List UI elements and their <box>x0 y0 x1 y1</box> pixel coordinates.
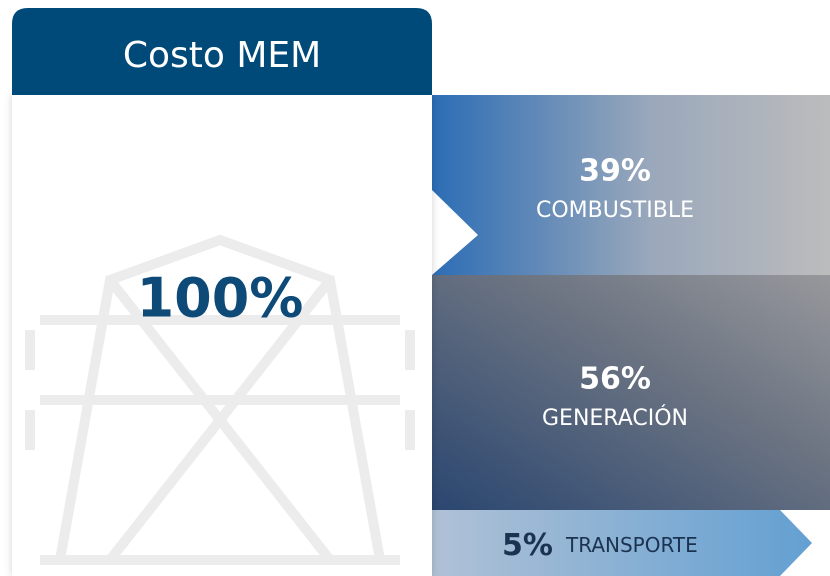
segment-transporte-text: 5% TRANSPORTE <box>502 528 698 563</box>
card-header <box>12 8 432 95</box>
segment-value: 39% <box>579 154 651 189</box>
segment-generacion <box>432 275 830 510</box>
segment-label: TRANSPORTE <box>565 533 698 557</box>
card <box>12 95 432 576</box>
segment-label: COMBUSTIBLE <box>536 198 694 223</box>
segment-label: GENERACIÓN <box>542 405 688 431</box>
tower-icon <box>25 234 415 565</box>
segment-transporte <box>432 510 812 576</box>
segment-combustible <box>432 95 830 275</box>
segment-value: 56% <box>579 362 651 397</box>
total-value: 100% <box>137 267 304 330</box>
segment-value: 5% <box>502 528 553 563</box>
header-title: Costo MEM <box>123 35 321 76</box>
